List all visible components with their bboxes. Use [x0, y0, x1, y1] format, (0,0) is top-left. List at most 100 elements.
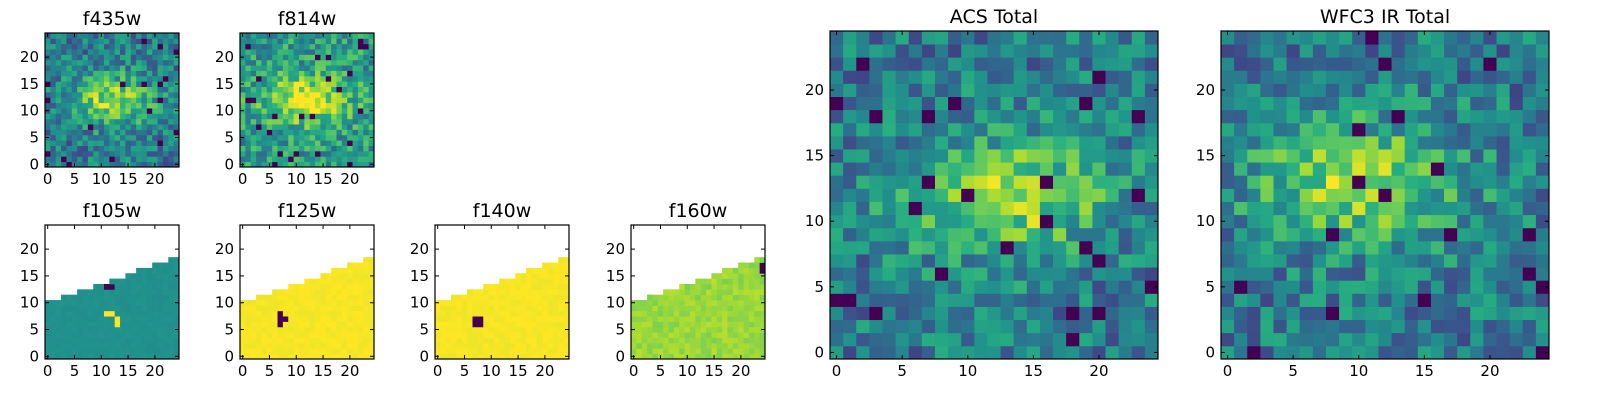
heatmap-cell	[61, 91, 67, 98]
heatmap-cell	[162, 102, 169, 109]
heatmap-cell	[1026, 44, 1041, 58]
heatmap-cell	[1247, 280, 1261, 294]
heatmap-cell	[341, 124, 348, 130]
heatmap-cell	[843, 31, 857, 45]
heatmap-cell	[754, 321, 761, 328]
heatmap-cell	[336, 49, 343, 55]
heatmap-cell	[1260, 293, 1274, 307]
heatmap-cell	[315, 75, 321, 82]
heatmap-cell	[754, 316, 761, 322]
heatmap-cell	[146, 97, 153, 104]
heatmap-cell	[668, 294, 675, 301]
heatmap-cell	[1039, 306, 1054, 321]
heatmap-cell	[130, 102, 137, 109]
heatmap-cell	[908, 175, 923, 189]
heatmap-cell	[272, 326, 278, 333]
heatmap-cell	[1404, 83, 1419, 97]
heatmap-cell	[1522, 280, 1537, 294]
panel-title: f125w	[278, 200, 337, 222]
heatmap-cell	[315, 86, 321, 93]
heatmap-cell	[1444, 149, 1458, 163]
heatmap-cell	[71, 49, 78, 55]
heatmap-cell	[987, 57, 1001, 71]
heatmap-cell	[93, 289, 99, 296]
heatmap-cell	[320, 326, 327, 333]
heatmap-cell	[1509, 306, 1524, 321]
heatmap-cell	[727, 294, 734, 301]
heatmap-cell	[974, 293, 988, 307]
heatmap-cell	[315, 38, 321, 45]
heatmap-cell	[293, 75, 300, 82]
heatmap-cell	[716, 342, 723, 349]
heatmap-cell	[1079, 267, 1093, 281]
heatmap-cell	[526, 278, 532, 285]
heatmap-cell	[934, 96, 949, 111]
heatmap-cell	[357, 102, 364, 109]
heatmap-cell	[368, 59, 375, 66]
heatmap-cell	[45, 129, 51, 136]
heatmap-cell	[1470, 306, 1484, 321]
heatmap-cell	[843, 201, 857, 216]
heatmap-cell	[668, 289, 675, 296]
heatmap-cell	[706, 337, 712, 344]
heatmap-cell	[542, 300, 548, 306]
heatmap-cell	[71, 108, 78, 114]
heatmap-cell	[336, 43, 343, 50]
heatmap-cell	[61, 348, 67, 355]
heatmap-cell	[162, 283, 169, 290]
heatmap-cell	[961, 332, 975, 347]
heatmap-cell	[1092, 188, 1106, 202]
heatmap-cell	[1535, 122, 1550, 137]
axes-frame	[44, 224, 180, 360]
heatmap-cell	[77, 310, 83, 317]
heatmap-cell	[277, 113, 284, 120]
heatmap-cell	[250, 337, 257, 344]
heatmap-cell	[162, 348, 169, 355]
heatmap-cell	[1352, 57, 1366, 71]
heatmap-cell	[55, 348, 62, 355]
heatmap-cell	[55, 353, 62, 360]
heatmap-cell	[298, 70, 305, 77]
heatmap-cell	[732, 294, 739, 301]
heatmap-cell	[245, 310, 252, 317]
heatmap-cell	[445, 348, 452, 355]
heatmap-cell	[440, 353, 447, 360]
heatmap-cell	[934, 293, 949, 307]
heatmap-cell	[1496, 227, 1511, 242]
heatmap-cell	[103, 283, 110, 290]
heatmap-cell	[856, 149, 870, 163]
heatmap-cell	[93, 140, 99, 146]
heatmap-cell	[304, 54, 311, 61]
heatmap-cell	[55, 156, 62, 163]
heatmap-cell	[173, 59, 180, 66]
heatmap-cell	[504, 283, 511, 290]
heatmap-cell	[1260, 227, 1274, 242]
heatmap-cell	[843, 96, 857, 111]
heatmap-cell	[103, 113, 110, 120]
heatmap-cell	[315, 342, 321, 349]
heatmap-cell	[1444, 162, 1458, 176]
heatmap-cell	[1105, 306, 1120, 321]
heatmap-cell	[98, 118, 105, 125]
heatmap-cell	[157, 33, 164, 39]
heatmap-cell	[1417, 175, 1432, 189]
heatmap-cell	[363, 310, 370, 317]
heatmap-cell	[1417, 44, 1432, 58]
heatmap-cell	[320, 54, 327, 61]
heatmap-cell	[120, 342, 126, 349]
heatmap-cell	[304, 43, 311, 50]
heatmap-cell	[266, 300, 273, 306]
heatmap-cell	[1273, 240, 1287, 255]
heatmap-cell	[1273, 254, 1287, 268]
heatmap-cell	[1131, 31, 1146, 45]
heatmap-cell	[82, 65, 89, 71]
heatmap-cell	[266, 316, 273, 322]
heatmap-cell	[120, 91, 126, 98]
heatmap-cell	[277, 150, 284, 157]
heatmap-cell	[1105, 175, 1120, 189]
heatmap-cell	[341, 326, 348, 333]
heatmap-cell	[141, 305, 148, 312]
heatmap-cell	[363, 305, 370, 312]
heatmap-cell	[357, 267, 364, 274]
heatmap-cell	[298, 97, 305, 104]
